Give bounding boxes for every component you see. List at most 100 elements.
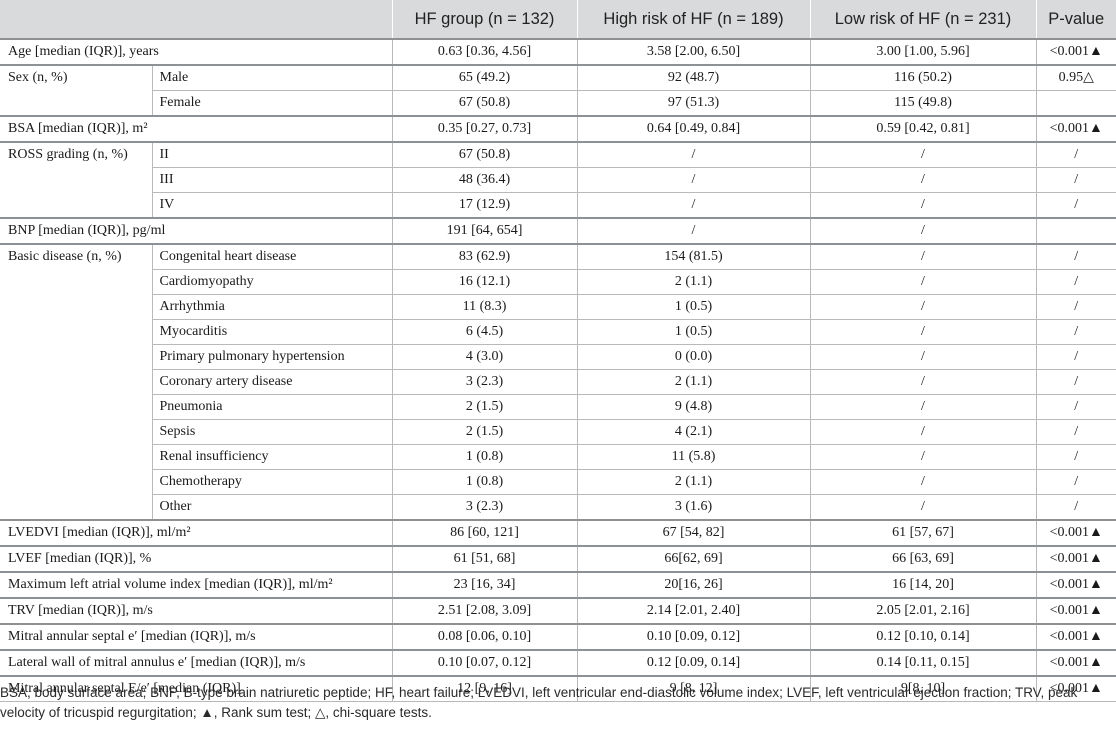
header-low-risk: Low risk of HF (n = 231): [809, 0, 1036, 39]
low-risk-value: 66 [63, 69]: [809, 545, 1037, 573]
p-value: 0.95△: [1035, 64, 1116, 91]
high-risk-value: 3.58 [2.00, 6.50]: [576, 38, 811, 66]
high-risk-value: 66[62, 69]: [576, 545, 811, 573]
hf-group-value: 0.08 [0.06, 0.10]: [391, 623, 578, 651]
table-row: Arrhythmia 11 (8.3) 1 (0.5) / /: [0, 294, 1116, 320]
high-risk-value: 20[16, 26]: [576, 571, 811, 599]
sub-label: Arrhythmia: [152, 294, 393, 320]
hf-group-value: 61 [51, 68]: [391, 545, 578, 573]
header-row: HF group (n = 132) High risk of HF (n = …: [0, 0, 1116, 39]
low-risk-value: /: [809, 444, 1037, 470]
high-risk-value: 9 [8, 12]: [576, 675, 811, 702]
table-row: Age [median (IQR)], years 0.63 [0.36, 4.5…: [0, 38, 1116, 66]
low-risk-value: /: [809, 494, 1037, 521]
p-value: /: [1035, 243, 1116, 270]
low-risk-value: 3.00 [1.00, 5.96]: [809, 38, 1037, 66]
high-risk-value: 3 (1.6): [576, 494, 811, 521]
baseline-characteristics-table: HF group (n = 132) High risk of HF (n = …: [0, 0, 1116, 702]
p-value: /: [1035, 141, 1116, 168]
row-label: Mitral annular septal E/e′ [median (IQR)…: [0, 675, 393, 702]
p-value: /: [1035, 167, 1116, 193]
hf-group-value: 16 (12.1): [391, 269, 578, 295]
high-risk-value: 1 (0.5): [576, 319, 811, 345]
table-row: Mitral annular septal e′ [median (IQR)],…: [0, 623, 1116, 651]
header-hf-group: HF group (n = 132): [391, 0, 577, 39]
sub-label: Primary pulmonary hypertension: [152, 344, 393, 370]
hf-group-value: 4 (3.0): [391, 344, 578, 370]
table-row: Renal insufficiency 1 (0.8) 11 (5.8) / /: [0, 444, 1116, 470]
low-risk-value: 61 [57, 67]: [809, 519, 1037, 547]
high-risk-value: 0.64 [0.49, 0.84]: [576, 115, 811, 143]
low-risk-value: 9[8, 10]: [809, 675, 1037, 702]
table-row: Maximum left atrial volume index [median…: [0, 571, 1116, 599]
p-value: <0.001▲: [1035, 545, 1116, 573]
row-label: Mitral annular septal e′ [median (IQR)],…: [0, 623, 393, 651]
row-label: BSA [median (IQR)], m²: [0, 115, 393, 143]
high-risk-value: 97 (51.3): [576, 90, 811, 117]
table-row: Female 67 (50.8) 97 (51.3) 115 (49.8): [0, 90, 1116, 117]
hf-group-value: 67 (50.8): [391, 141, 578, 168]
sub-label: Female: [152, 90, 393, 117]
p-value: /: [1035, 494, 1116, 521]
sub-label: Chemotherapy: [152, 469, 393, 495]
hf-group-value: 12 [9, 16]: [391, 675, 578, 702]
table-row: TRV [median (IQR)], m/s 2.51 [2.08, 3.09]…: [0, 597, 1116, 625]
hf-group-value: 1 (0.8): [391, 469, 578, 495]
table-row: Mitral annular septal E/e′ [median (IQR)…: [0, 675, 1116, 702]
table-row: Pneumonia 2 (1.5) 9 (4.8) / /: [0, 394, 1116, 420]
p-value: <0.001▲: [1035, 571, 1116, 599]
hf-group-value: 23 [16, 34]: [391, 571, 578, 599]
low-risk-value: 116 (50.2): [809, 64, 1037, 91]
table-row: Cardiomyopathy 16 (12.1) 2 (1.1) / /: [0, 269, 1116, 295]
low-risk-value: 0.12 [0.10, 0.14]: [809, 623, 1037, 651]
hf-group-value: 0.10 [0.07, 0.12]: [391, 649, 578, 677]
p-value: <0.001▲: [1035, 623, 1116, 651]
low-risk-value: /: [809, 243, 1037, 270]
low-risk-value: 16 [14, 20]: [809, 571, 1037, 599]
row-label: Maximum left atrial volume index [median…: [0, 571, 393, 599]
hf-group-value: 2 (1.5): [391, 419, 578, 445]
low-risk-value: 0.59 [0.42, 0.81]: [809, 115, 1037, 143]
low-risk-value: /: [809, 167, 1037, 193]
row-label: Lateral wall of mitral annulus e′ [media…: [0, 649, 393, 677]
table-row: BNP [median (IQR)], pg/ml 191 [64, 654] / /: [0, 217, 1116, 245]
hf-group-value: 48 (36.4): [391, 167, 578, 193]
high-risk-value: /: [576, 141, 811, 168]
p-value: <0.001▲: [1035, 675, 1116, 702]
hf-group-value: 0.35 [0.27, 0.73]: [391, 115, 578, 143]
p-value: /: [1035, 294, 1116, 320]
low-risk-value: /: [809, 344, 1037, 370]
low-risk-value: /: [809, 217, 1037, 245]
p-value: <0.001▲: [1035, 597, 1116, 625]
low-risk-value: /: [809, 469, 1037, 495]
p-value: <0.001▲: [1035, 115, 1116, 143]
low-risk-value: /: [809, 319, 1037, 345]
table-row: IV 17 (12.9) / / /: [0, 192, 1116, 219]
hf-group-value: 2 (1.5): [391, 394, 578, 420]
hf-group-value: 65 (49.2): [391, 64, 578, 91]
low-risk-value: /: [809, 394, 1037, 420]
hf-group-value: 191 [64, 654]: [391, 217, 578, 245]
high-risk-value: 2.14 [2.01, 2.40]: [576, 597, 811, 625]
high-risk-value: 92 (48.7): [576, 64, 811, 91]
header-high-risk: High risk of HF (n = 189): [576, 0, 810, 39]
low-risk-value: /: [809, 141, 1037, 168]
header-blank: [0, 0, 392, 39]
hf-group-value: 83 (62.9): [391, 243, 578, 270]
hf-group-value: 3 (2.3): [391, 369, 578, 395]
high-risk-value: 9 (4.8): [576, 394, 811, 420]
sub-label: Renal insufficiency: [152, 444, 393, 470]
p-value: /: [1035, 469, 1116, 495]
low-risk-value: /: [809, 294, 1037, 320]
p-value: /: [1035, 444, 1116, 470]
sub-label: Congenital heart disease: [151, 243, 393, 270]
table-row: Other 3 (2.3) 3 (1.6) / /: [0, 494, 1116, 521]
hf-group-value: 1 (0.8): [391, 444, 578, 470]
high-risk-value: 67 [54, 82]: [576, 519, 811, 547]
high-risk-value: 2 (1.1): [576, 369, 811, 395]
sub-label: Myocarditis: [152, 319, 393, 345]
high-risk-value: /: [576, 192, 811, 219]
group-label: Basic disease (n, %): [0, 243, 153, 521]
low-risk-value: 115 (49.8): [809, 90, 1037, 117]
hf-group-value: 17 (12.9): [391, 192, 578, 219]
